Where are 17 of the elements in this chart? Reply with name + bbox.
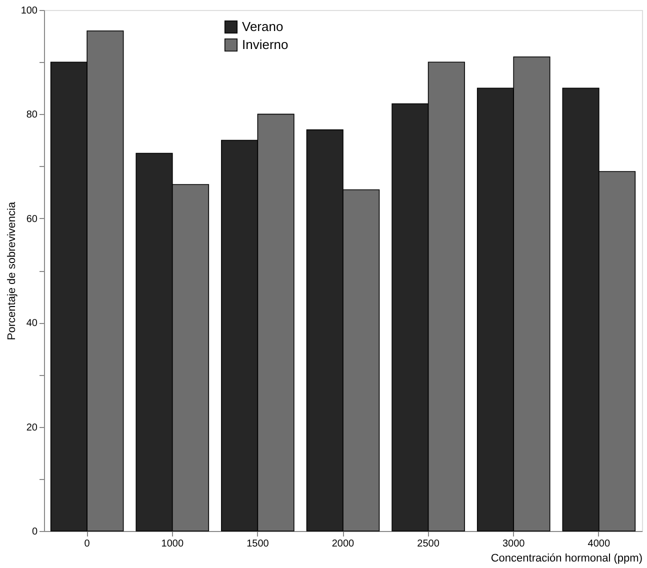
y-tick-label: 20 [26, 422, 38, 434]
x-tick-label: 2500 [417, 538, 440, 550]
y-tick-label: 100 [20, 6, 38, 16]
x-tick-label: 3000 [502, 538, 526, 550]
y-tick-label: 0 [32, 526, 38, 538]
x-tick-label: 1500 [246, 538, 270, 550]
y-tick-label: 80 [26, 110, 38, 121]
y-tick-label: 40 [26, 318, 38, 330]
x-axis-title: Concentración hormonal (ppm) [490, 552, 642, 564]
x-tick-label: 1000 [161, 538, 184, 550]
legend-label: Verano [242, 19, 284, 34]
x-tick-label: 4000 [588, 538, 610, 550]
x-tick-label: 0 [84, 538, 90, 550]
y-tick-label: 60 [26, 214, 38, 225]
legend-label: Invierno [242, 37, 288, 52]
y-axis-title: Porcentaje de sobrevivencia [6, 201, 18, 340]
x-tick-label: 2000 [332, 538, 355, 550]
